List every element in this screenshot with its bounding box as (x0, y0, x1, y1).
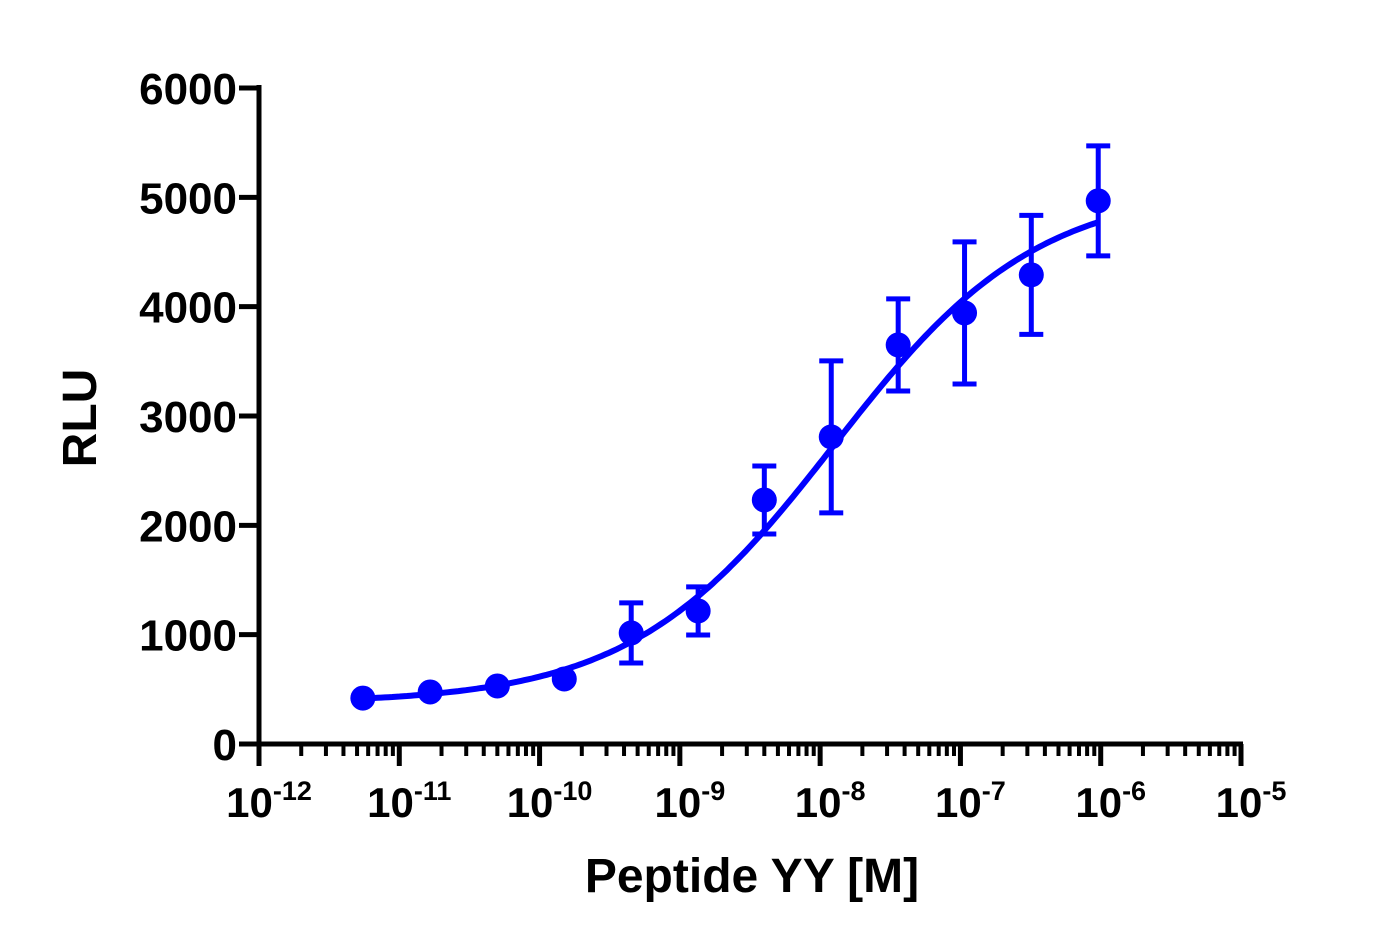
x-tick-label: 10-7 (935, 776, 1006, 826)
data-point (417, 679, 443, 705)
y-tick-label: 0 (213, 721, 237, 770)
x-tick-label: 10-5 (1216, 776, 1287, 826)
data-marks (350, 143, 1111, 711)
axes: 0 1000 2000 3000 4000 5000 6000 10-12 10-11 10-10… (139, 65, 1286, 826)
x-tick-label: 10-10 (507, 776, 593, 826)
x-tick-label: 10-12 (226, 776, 312, 826)
data-point (818, 424, 844, 450)
y-axis-label: RLU (54, 369, 107, 468)
y-tick-label: 2000 (139, 502, 237, 551)
data-point (484, 673, 510, 699)
y-tick-label: 4000 (139, 284, 237, 333)
x-tick-label: 10-8 (795, 776, 866, 826)
x-tick-label: 10-6 (1075, 776, 1146, 826)
data-point (952, 300, 978, 326)
fit-curve (362, 219, 1100, 702)
data-point (885, 332, 911, 358)
data-point (618, 620, 644, 646)
x-axis-label: Peptide YY [M] (585, 850, 919, 903)
data-point (350, 685, 376, 711)
x-tick-label: 10-11 (367, 776, 451, 826)
x-tick-label: 10-9 (654, 776, 725, 826)
data-point (1085, 188, 1111, 214)
y-tick-label: 1000 (139, 612, 237, 661)
data-point (551, 666, 577, 692)
data-point (685, 598, 711, 624)
y-tick-label: 6000 (139, 65, 237, 114)
data-point (751, 487, 777, 513)
y-tick-label: 5000 (139, 174, 237, 223)
y-tick-label: 3000 (139, 393, 237, 442)
data-point (1018, 262, 1044, 288)
